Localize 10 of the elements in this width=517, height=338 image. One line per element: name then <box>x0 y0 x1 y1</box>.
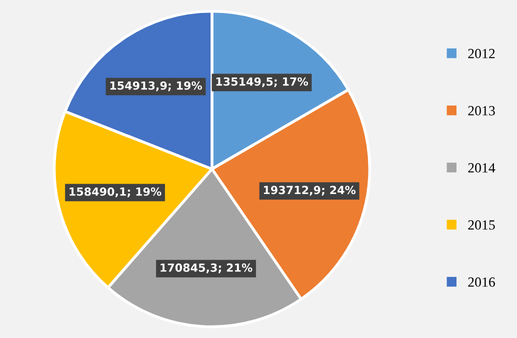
data-label: 158490,1; 19% <box>70 187 162 198</box>
legend-label: 2016 <box>468 277 495 287</box>
data-label: 170845,3; 21% <box>160 263 252 274</box>
legend-label: 2013 <box>468 106 495 116</box>
data-label: 135149,5; 17% <box>216 77 308 88</box>
data-label: 193712,9; 24% <box>264 186 356 196</box>
data-label: 154913,9; 19% <box>110 81 202 92</box>
legend-label: 2014 <box>468 163 496 173</box>
legend-label: 2012 <box>468 48 495 58</box>
legend-label: 2015 <box>468 220 495 230</box>
